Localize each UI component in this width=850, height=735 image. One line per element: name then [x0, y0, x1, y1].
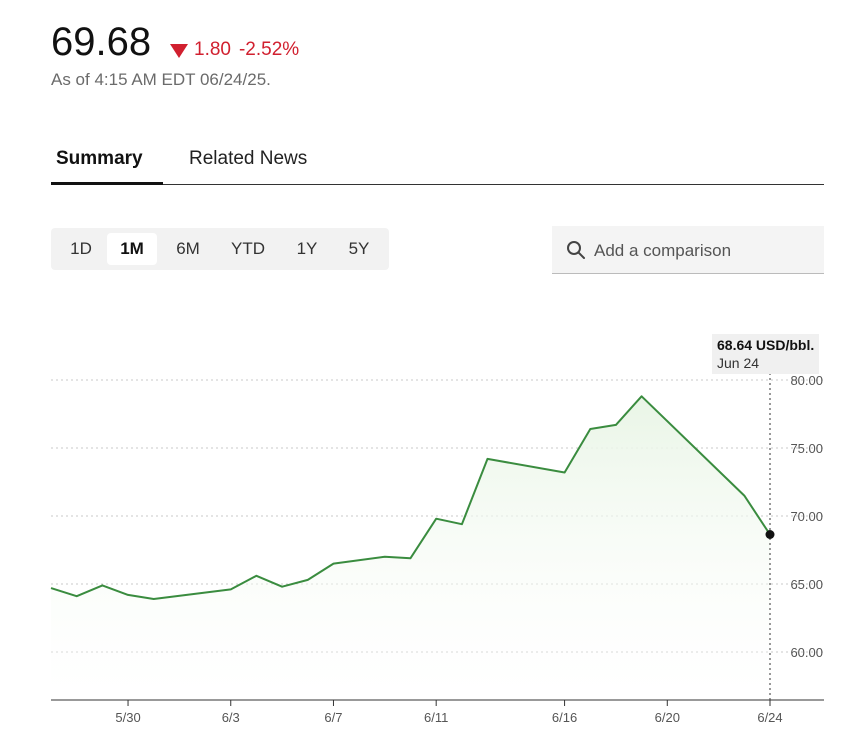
- series-line: [50, 395, 771, 600]
- price: 69.68: [51, 20, 152, 64]
- y-tick-label: 80.00: [790, 373, 823, 388]
- change-value: 1.80: [194, 39, 231, 60]
- x-tick-label: 6/20: [655, 710, 680, 725]
- tab-summary[interactable]: Summary: [51, 148, 163, 185]
- range-1m[interactable]: 1M: [107, 233, 157, 265]
- range-1d[interactable]: 1D: [70, 239, 92, 258]
- range-selector: 1D 1M 6M YTD 1Y 5Y: [51, 228, 389, 270]
- y-tick-label: 75.00: [790, 441, 823, 456]
- range-1y[interactable]: 1Y: [296, 239, 318, 258]
- y-tick-label: 70.00: [790, 509, 823, 524]
- last-point-marker: [765, 529, 775, 539]
- down-arrow-icon: [170, 43, 188, 58]
- series-area: [51, 396, 770, 700]
- x-tick-label: 5/30: [115, 710, 140, 725]
- tab-bar: Summary Related News: [51, 140, 824, 185]
- price-change: 1.80 -2.52%: [170, 38, 299, 62]
- search-icon: [567, 241, 585, 259]
- x-tick-label: 6/3: [222, 710, 240, 725]
- x-tick-label: 6/11: [424, 710, 448, 725]
- as-of-timestamp: As of 4:15 AM EDT 06/24/25.: [51, 70, 271, 89]
- tab-related-news[interactable]: Related News: [189, 148, 308, 169]
- price-chart: 60.00 65.00 70.00 75.00 80.00 5/30 6/3 6/7 6/11 6…: [50, 358, 824, 725]
- comparison-input[interactable]: [592, 226, 818, 275]
- tooltip-date: Jun 24: [717, 355, 760, 371]
- range-ytd[interactable]: YTD: [231, 239, 265, 258]
- x-tick-label: 6/7: [324, 710, 342, 725]
- y-tick-label: 60.00: [790, 645, 823, 660]
- x-tick-label: 6/24: [757, 710, 782, 725]
- change-percent: -2.52%: [238, 39, 300, 60]
- chart-tooltip: 68.64 USD/bbl. Jun 24: [712, 334, 820, 374]
- x-tick-label: 6/16: [552, 710, 577, 725]
- y-tick-label: 65.00: [790, 577, 823, 592]
- range-5y[interactable]: 5Y: [348, 239, 370, 258]
- tooltip-value: 68.64 USD/bbl.: [717, 337, 815, 353]
- range-6m[interactable]: 6M: [176, 239, 200, 258]
- comparison-search: [552, 226, 824, 275]
